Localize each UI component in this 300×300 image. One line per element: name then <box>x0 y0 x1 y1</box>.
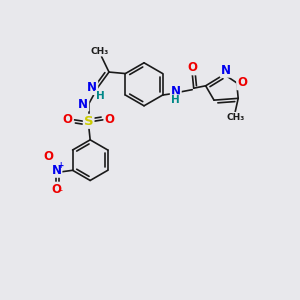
Text: H: H <box>171 95 180 105</box>
Text: O: O <box>44 150 54 163</box>
Text: N: N <box>78 98 88 110</box>
Text: CH₃: CH₃ <box>91 47 109 56</box>
Text: O: O <box>105 113 115 126</box>
Text: ⁻: ⁻ <box>58 188 63 198</box>
Text: H: H <box>96 91 104 101</box>
Text: N: N <box>171 85 181 98</box>
Text: N: N <box>87 81 97 94</box>
Text: N: N <box>52 164 61 177</box>
Text: O: O <box>52 183 61 196</box>
Text: S: S <box>84 115 94 128</box>
Text: O: O <box>187 61 197 74</box>
Text: O: O <box>63 113 73 126</box>
Text: +: + <box>58 161 64 170</box>
Text: N: N <box>221 64 231 77</box>
Text: CH₃: CH₃ <box>226 113 244 122</box>
Text: O: O <box>237 76 247 89</box>
